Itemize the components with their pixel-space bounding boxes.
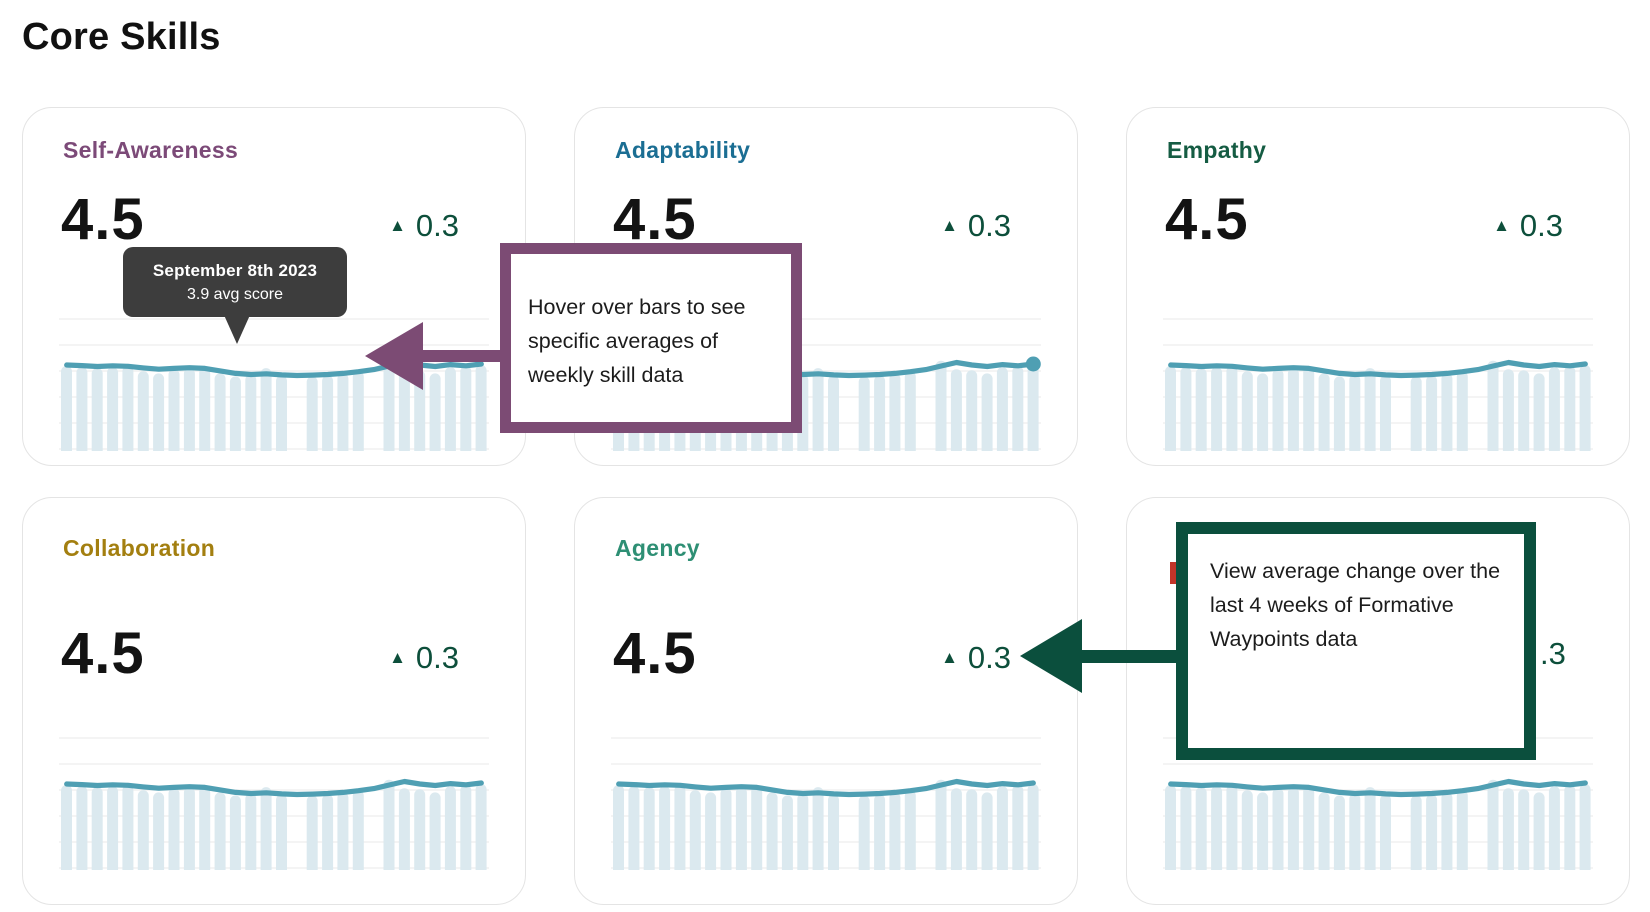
skill-chart[interactable] — [59, 299, 489, 451]
skill-card-self-awareness: Self-Awareness 4.5 ▲ 0.3 — [22, 107, 526, 466]
page-title: Core Skills — [22, 16, 221, 58]
skill-change: ▲ 0.3 — [941, 210, 1011, 241]
skill-title: Agency — [615, 535, 700, 561]
trend-up-icon: ▲ — [389, 216, 406, 235]
skill-card-collaboration: Collaboration 4.5 ▲ 0.3 — [22, 497, 526, 905]
skill-chart[interactable] — [611, 718, 1041, 870]
tooltip-date: September 8th 2023 — [152, 261, 318, 280]
skill-title: Adaptability — [615, 137, 751, 163]
left-arrow-icon — [365, 322, 506, 390]
trend-value: 0.3 — [415, 640, 459, 675]
trend-up-icon: ▲ — [941, 216, 958, 235]
trend-up-icon: ▲ — [1493, 216, 1510, 235]
tooltip-pointer-icon — [224, 315, 250, 344]
skill-score: 4.5 — [613, 621, 697, 686]
skill-title: Empathy — [1167, 137, 1267, 163]
skill-chart[interactable] — [1163, 718, 1593, 870]
skill-score: 4.5 — [61, 621, 145, 686]
trend-value: 0.3 — [967, 208, 1011, 243]
skill-title: Self-Awareness — [63, 137, 239, 163]
trend-up-icon: ▲ — [941, 648, 958, 667]
skill-chart[interactable] — [59, 718, 489, 870]
trend-value: 0.3 — [1519, 208, 1563, 243]
skill-title: Collaboration — [63, 535, 216, 561]
skill-change: ▲ 0.3 — [389, 210, 459, 241]
skill-card-agency: Agency 4.5 ▲ 0.3 — [574, 497, 1078, 905]
tooltip-score: 3.9 avg score — [186, 286, 284, 303]
trend-value: 0.3 — [967, 640, 1011, 675]
trend-value: 0.3 — [415, 208, 459, 243]
callout-change-text: View average change over the last 4 week… — [1210, 559, 1501, 651]
skill-chart[interactable] — [1163, 299, 1593, 451]
skill-change: ▲ 0.3 — [1493, 210, 1563, 241]
partial-trend-value: .3 — [1540, 636, 1566, 671]
skill-score: 4.5 — [61, 187, 145, 252]
skill-score: 4.5 — [1165, 187, 1249, 252]
callout-hover-text: Hover over bars to see specific averages… — [528, 295, 746, 387]
skill-score: 4.5 — [613, 187, 697, 252]
trend-up-icon: ▲ — [389, 648, 406, 667]
callout-change-info: View average change over the last 4 week… — [1176, 522, 1536, 760]
skill-change: ▲ 0.3 — [941, 642, 1011, 673]
chart-tooltip: September 8th 2023 3.9 avg score — [123, 247, 347, 344]
hidden-title-fragment — [1170, 562, 1180, 584]
callout-hover-info: Hover over bars to see specific averages… — [500, 243, 802, 433]
skill-card-empathy: Empathy 4.5 ▲ 0.3 — [1126, 107, 1630, 466]
skill-change: ▲ 0.3 — [389, 642, 459, 673]
left-arrow-icon — [1020, 619, 1182, 693]
